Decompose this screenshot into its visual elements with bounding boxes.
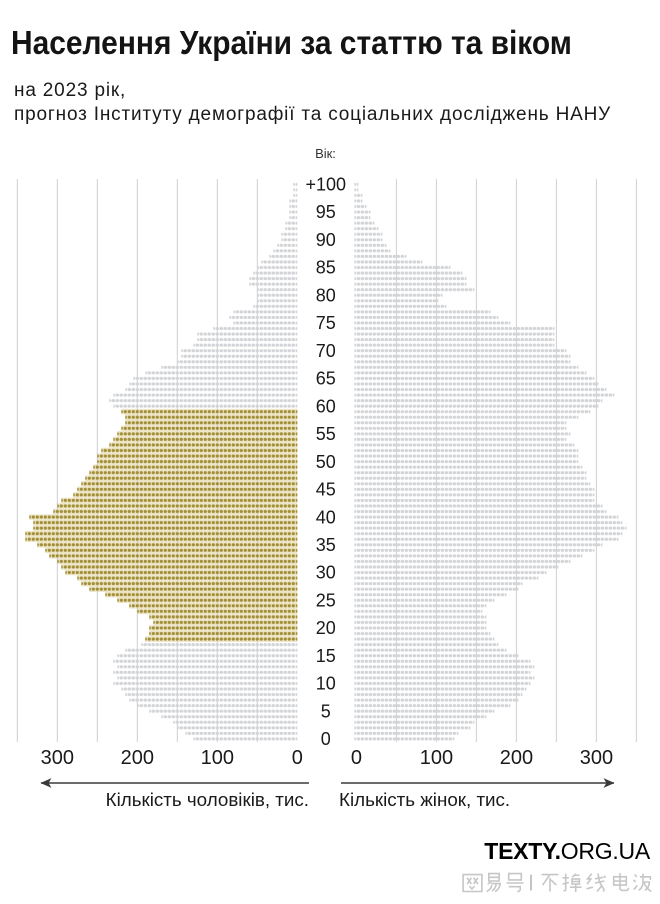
svg-text:95: 95 bbox=[316, 202, 336, 222]
svg-text:50: 50 bbox=[316, 452, 336, 472]
svg-text:100: 100 bbox=[201, 747, 234, 769]
svg-text:35: 35 bbox=[316, 535, 336, 555]
svg-text:60: 60 bbox=[316, 396, 336, 416]
svg-text:100: 100 bbox=[420, 747, 453, 769]
svg-text:55: 55 bbox=[316, 424, 336, 444]
svg-text:200: 200 bbox=[500, 747, 533, 769]
svg-text:65: 65 bbox=[316, 369, 336, 389]
svg-text:40: 40 bbox=[316, 507, 336, 527]
svg-text:90: 90 bbox=[316, 230, 336, 250]
svg-text:30: 30 bbox=[316, 563, 336, 583]
svg-text:0: 0 bbox=[292, 747, 303, 769]
svg-text:300: 300 bbox=[580, 747, 613, 769]
svg-text:20: 20 bbox=[316, 618, 336, 638]
svg-text:200: 200 bbox=[121, 747, 154, 769]
svg-text:75: 75 bbox=[316, 313, 336, 333]
svg-text:85: 85 bbox=[316, 258, 336, 278]
svg-text:15: 15 bbox=[316, 646, 336, 666]
svg-text:0: 0 bbox=[321, 729, 331, 749]
svg-text:0: 0 bbox=[351, 747, 362, 769]
svg-text:80: 80 bbox=[316, 285, 336, 305]
svg-text:10: 10 bbox=[316, 674, 336, 694]
svg-text:70: 70 bbox=[316, 341, 336, 361]
svg-text:5: 5 bbox=[321, 701, 331, 721]
svg-text:+100: +100 bbox=[306, 175, 347, 195]
svg-text:45: 45 bbox=[316, 480, 336, 500]
svg-text:25: 25 bbox=[316, 591, 336, 611]
svg-text:300: 300 bbox=[41, 747, 74, 769]
